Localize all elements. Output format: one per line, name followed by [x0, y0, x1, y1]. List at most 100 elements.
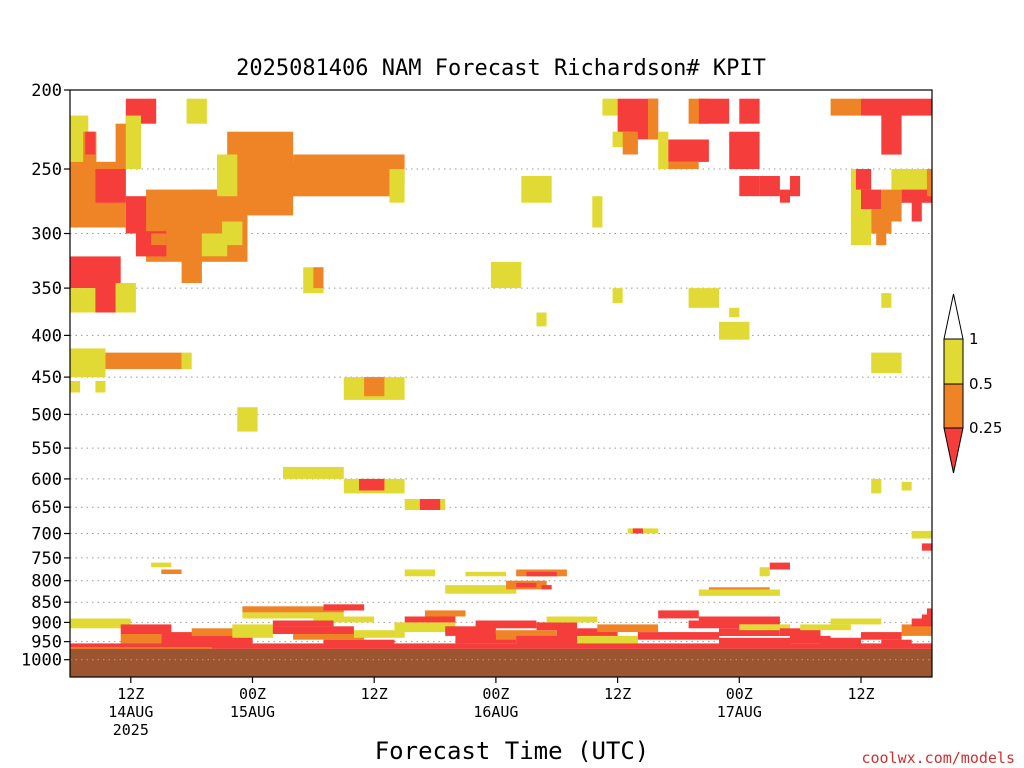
y-tick-label: 350	[31, 279, 62, 299]
ri-cell	[389, 169, 405, 203]
ri-cell	[648, 98, 659, 140]
ri-cell	[445, 585, 517, 594]
ri-cell	[921, 543, 932, 551]
ri-cell	[658, 131, 669, 169]
legend: 1 0.5 0.25	[943, 293, 1002, 474]
ri-cell	[739, 624, 790, 631]
legend-label: 0.25	[969, 419, 1002, 437]
ri-cell	[911, 189, 922, 222]
y-tick-label: 200	[31, 81, 62, 101]
x-tick-label: 00Z	[726, 685, 753, 703]
ri-cell	[658, 610, 699, 619]
ri-cell	[622, 131, 638, 155]
legend-arrow-low	[943, 427, 964, 474]
y-tick-label: 800	[31, 572, 62, 592]
ri-cell	[759, 567, 770, 577]
y-tick-label: 300	[31, 225, 62, 245]
ri-cell	[404, 569, 436, 577]
ri-cell	[70, 256, 121, 289]
y-tick-label: 250	[31, 160, 62, 180]
ri-cell	[698, 616, 780, 625]
ri-cell	[475, 620, 537, 629]
ri-cell	[541, 585, 552, 590]
ri-cell	[911, 618, 932, 627]
ri-cell	[95, 283, 116, 313]
ri-cell	[830, 618, 882, 625]
y-tick-label: 600	[31, 470, 62, 490]
ri-cell	[222, 221, 243, 246]
ri-cell	[901, 624, 932, 636]
ri-cell	[424, 610, 466, 617]
ri-cell	[637, 632, 719, 640]
ri-cell	[85, 131, 96, 155]
legend-label: 1	[969, 330, 979, 348]
ri-cell	[926, 608, 932, 617]
ri-cell	[871, 478, 882, 494]
ri-cell	[861, 632, 902, 640]
ground-area	[70, 648, 932, 677]
ri-cell	[242, 606, 344, 613]
y-tick-label: 750	[31, 549, 62, 569]
legend-label: 0.5	[969, 375, 993, 393]
ri-cell	[70, 643, 932, 649]
x-tick-label: 15AUG	[230, 703, 275, 721]
ri-cell	[490, 261, 522, 289]
ri-cell	[861, 98, 932, 116]
ri-cell	[719, 628, 780, 636]
ri-cell	[120, 624, 172, 634]
ri-cell	[698, 98, 730, 124]
y-tick-label: 650	[31, 498, 62, 518]
ri-cell	[790, 635, 831, 644]
ri-cell	[739, 98, 760, 124]
ri-cell	[516, 635, 577, 646]
chart-title: 2025081406 NAM Forecast Richardson# KPIT	[236, 56, 766, 81]
ri-cell	[465, 571, 507, 577]
site-credit[interactable]: coolwx.com/models	[861, 749, 1015, 767]
ri-cell	[521, 176, 552, 203]
x-tick-label: 12Z	[117, 685, 144, 703]
ri-cell	[419, 499, 441, 510]
ri-cell	[855, 169, 872, 190]
legend-swatch-orange	[943, 383, 964, 429]
ri-cell	[125, 115, 141, 169]
ri-cell	[323, 604, 365, 611]
ri-cell	[313, 267, 324, 289]
ri-cell	[394, 622, 456, 633]
ri-cell	[921, 614, 932, 621]
x-tick-label: 12Z	[604, 685, 631, 703]
ri-cell	[871, 352, 902, 374]
ri-cell	[364, 377, 385, 397]
ri-cell	[627, 528, 659, 534]
ri-cell	[698, 589, 780, 596]
ri-cell	[272, 620, 334, 627]
ri-cell	[790, 176, 801, 197]
ri-cell	[526, 571, 557, 577]
y-axis-ticks: 200 250 300 350 400 450 500 550 600 650 700 750 8008…	[21, 81, 70, 671]
y-tick-label: 450	[31, 368, 62, 388]
ri-cell	[592, 196, 603, 228]
ri-cell	[779, 628, 821, 636]
ri-cell	[283, 466, 344, 479]
ri-cell	[242, 612, 344, 619]
ri-cell	[876, 215, 887, 246]
ri-cell	[120, 634, 162, 646]
ri-cell	[612, 288, 623, 303]
ri-cell	[313, 616, 375, 623]
ri-cell	[779, 189, 790, 203]
ri-cell	[95, 169, 126, 203]
y-tick-label: 400	[31, 326, 62, 346]
grid-lines	[70, 168, 932, 661]
ri-cell	[151, 562, 172, 568]
ri-cell	[546, 616, 598, 623]
ri-cell	[881, 107, 902, 155]
ri-cell	[354, 630, 405, 638]
y-tick-label: 550	[31, 439, 62, 459]
ri-cell	[759, 176, 780, 197]
ri-cell	[161, 569, 182, 574]
ri-cell	[719, 637, 790, 646]
x-tick-label: 17AUG	[717, 703, 762, 721]
x-tick-label: 00Z	[239, 685, 266, 703]
ri-cell	[237, 407, 258, 432]
legend-swatch-yellow	[943, 338, 964, 385]
